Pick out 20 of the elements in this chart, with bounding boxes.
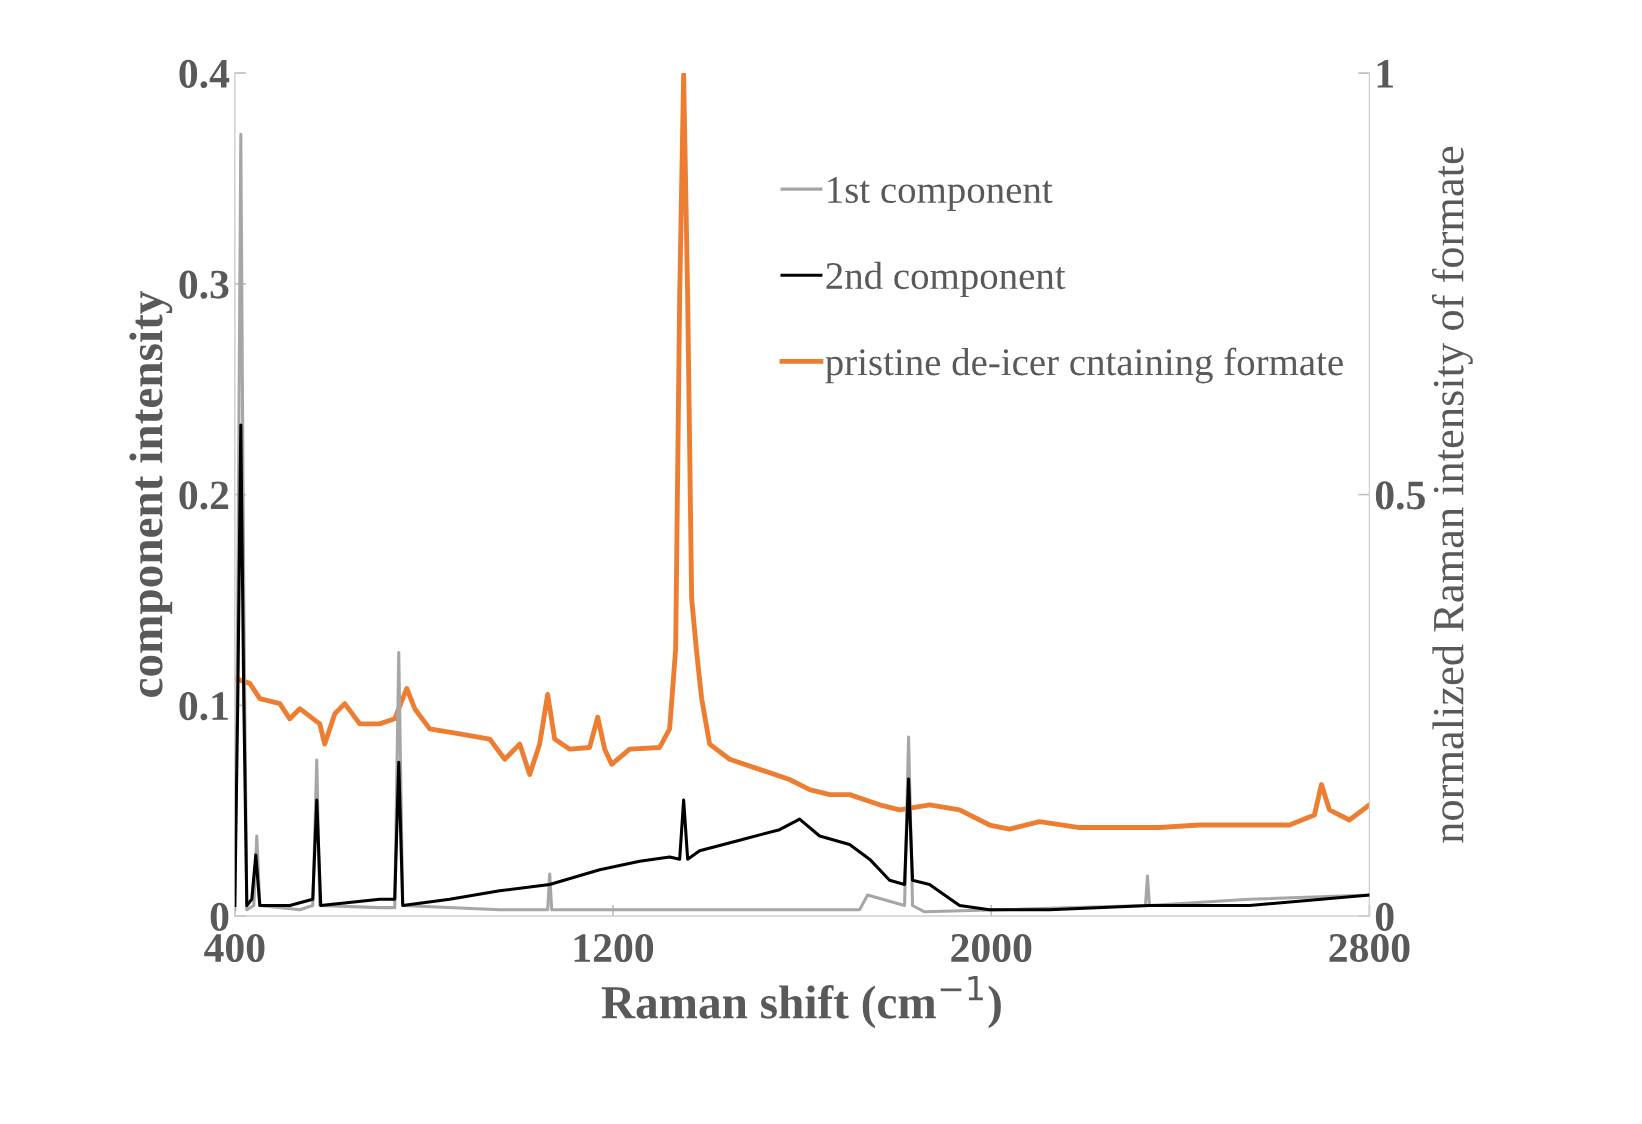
line-series xyxy=(234,423,1370,912)
x-tick-label: 2800 xyxy=(1329,933,1410,963)
line-series xyxy=(234,73,1370,832)
legend-label: 2nd component xyxy=(826,261,1066,298)
y-tick-label: 0.2 xyxy=(179,481,229,510)
y2-tick-label: 1 xyxy=(1377,60,1393,88)
y-tick-label: 0.1 xyxy=(179,692,228,721)
x-tick-label: 1200 xyxy=(574,933,654,963)
y-tick-label: 0.3 xyxy=(179,270,229,299)
x-axis-title: Raman shift (cm$^{−1}$) xyxy=(601,976,1001,1029)
y2-tick-label: 0 xyxy=(1375,902,1394,931)
x-tick-label: 2000 xyxy=(951,933,1032,963)
legend-label: 1st component xyxy=(828,177,1053,211)
legend-label: pristine de-icer cntaining formate xyxy=(825,347,1343,384)
x-tick-label: 400 xyxy=(204,933,265,963)
y-tick-label: 0.4 xyxy=(179,59,230,89)
y2-axis-title: normalized Raman intensity of formate xyxy=(1431,146,1473,843)
y-tick-label: 0 xyxy=(210,902,229,931)
y-axis-title: component intensity xyxy=(129,291,173,697)
y2-tick-label: 0.5 xyxy=(1375,481,1425,510)
